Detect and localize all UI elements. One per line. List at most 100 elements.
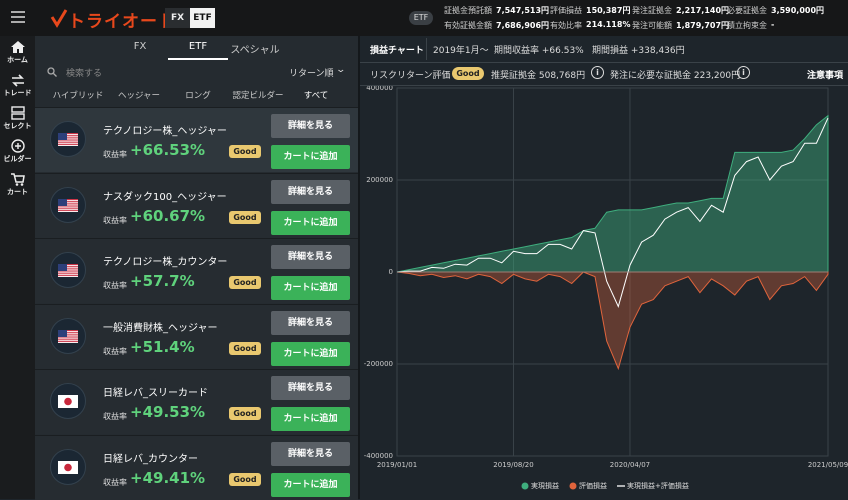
notes-link[interactable]: 注意事項 [807,71,844,81]
x-tick-label: 2019/01/01 [377,461,417,469]
add-to-cart-button[interactable]: カートに追加 [271,210,350,235]
details-button[interactable]: 詳細を見る [271,310,350,335]
rating-badge: Good [229,472,261,486]
strategy-name: テクノロジー株_ヘッジャー [103,126,227,137]
add-to-cart-button[interactable]: カートに追加 [271,407,350,431]
filter-tab[interactable]: すべて [286,89,346,108]
area-fill [396,271,829,371]
filter-tab[interactable]: ロング [185,91,211,101]
strategy-card[interactable]: 日経レバ_スリーカード 収益率 +49.53% Good 詳細を見る カートに追加 [35,369,358,434]
nav-icon[interactable] [10,73,26,87]
stat-value: 7,547,513円 [496,6,550,15]
divider [426,38,427,60]
area-fill [396,114,829,273]
stat-label: 積立拘束金 [727,21,767,30]
strategy-panel: FX ETF スペシャル検索する リターン順 ⌄ ハイブリッド ヘッジャー ロング 認定ビルダー… [35,36,358,500]
return-value: +60.67% [130,206,206,225]
stat-label: 証拠金預託額 [444,6,492,15]
legend-label: 評価損益 [579,481,607,490]
stat-value: 2,217,140円 [676,6,730,15]
nav-label[interactable]: セレクト [3,122,32,130]
panel-tab[interactable]: ETF [168,41,228,60]
rating-badge: Good [229,407,261,420]
strategy-name: ナスダック100_ヘッジャー [103,191,227,203]
strategy-card[interactable]: 一般消費財株_ヘッジャー 収益率 +51.4% Good 詳細を見る カートに追加 [35,303,358,369]
add-to-cart-button[interactable]: カートに追加 [271,341,350,366]
strategy-name: 日経レバ_スリーカード [103,388,208,399]
flag-icon [50,448,86,485]
panel-tab[interactable]: スペシャル [230,45,280,56]
return-label: 収益率 [103,281,127,290]
menu-icon[interactable] [10,10,26,24]
legend-swatch [569,482,577,490]
risk-label: リスクリターン評価 [370,71,451,81]
details-button[interactable]: 詳細を見る [271,441,350,466]
stat-value: 150,387円 [586,6,631,15]
details-button[interactable]: 詳細を見る [271,179,350,204]
y-tick-label: 0 [389,268,393,276]
info-icon[interactable]: i [737,66,750,79]
nav-icon[interactable] [10,40,26,54]
details-button[interactable]: 詳細を見る [271,376,350,400]
return-label: 収益率 [103,150,127,159]
period-select[interactable]: 2019年1月～ [433,46,489,56]
strategy-card[interactable]: テクノロジー株_ヘッジャー 収益率 +66.53% Good 詳細を見る カートに追加 [35,107,358,172]
sort-caret: ⌄ [335,65,347,75]
account-badge: ETF [409,11,433,25]
strategy-name: 一般消費財株_ヘッジャー [103,322,218,334]
return-label: 収益率 [103,215,127,225]
stat-value: 7,686,906円 [496,21,550,30]
mode-toggle[interactable]: FX [165,8,190,28]
filter-tab[interactable]: ハイブリッド [52,91,104,101]
row-divider [360,62,848,63]
details-button[interactable]: 詳細を見る [271,114,350,138]
flag-icon [50,186,86,223]
nav-label[interactable]: カート [7,188,28,196]
mode-toggle[interactable]: ETF [190,8,215,28]
stat-label: 発注可能額 [632,21,672,30]
strategy-card[interactable]: ナスダック100_ヘッジャー 収益率 +60.67% Good 詳細を見る カートに追加 [35,172,358,238]
y-tick-label: 200000 [366,176,393,184]
search-input[interactable]: 検索する [66,69,103,79]
nav-icon[interactable] [10,172,26,186]
panel-tab[interactable]: FX [133,41,147,52]
strategy-card[interactable]: テクノロジー株_カウンター 収益率 +57.7% Good 詳細を見る カートに追加 [35,238,358,303]
flag-icon [50,252,86,288]
nav-label[interactable]: トレード [3,89,32,97]
logo-mark [50,9,68,28]
filter-tab[interactable]: ヘッジャー [117,91,161,101]
flag-icon [50,121,86,157]
nav-icon[interactable] [10,106,26,120]
y-tick-label: 400000 [366,86,393,92]
stat-label: 有効証拠金額 [444,21,492,30]
return-value: +57.7% [130,272,195,290]
strategy-name: テクノロジー株_カウンター [103,257,228,268]
stat-label: 発注証拠金 [632,6,672,15]
x-tick-label: 2021/05/09 [808,461,848,469]
add-to-cart-button[interactable]: カートに追加 [271,145,350,169]
legend-swatch [521,482,529,490]
sort-select[interactable]: リターン順 [289,69,334,79]
return-value: +51.4% [130,337,195,356]
return-value: +66.53% [130,141,206,159]
flag-icon [50,383,86,419]
return-value: +49.53% [130,403,206,421]
details-button[interactable]: 詳細を見る [271,245,350,269]
nav-icon[interactable] [10,139,26,153]
stat-value: 3,590,000円 [771,6,825,15]
info-icon[interactable]: i [591,66,604,79]
nav-label[interactable]: ビルダー [3,155,32,163]
strategy-card[interactable]: 日経レバ_カウンター 収益率 +49.41% Good 詳細を見る カートに追加 [35,434,358,500]
sidebar: ホームトレードセレクトビルダーカート [0,11,35,499]
add-to-cart-button[interactable]: カートに追加 [271,472,350,497]
add-to-cart-button[interactable]: カートに追加 [271,276,350,300]
strategy-name: 日経レバ_カウンター [103,453,198,465]
stat-label: 有効比率 [550,21,582,30]
filter-tab[interactable]: 認定ビルダー [232,91,284,101]
total-line [396,117,829,308]
risk-badge: Good [452,67,484,80]
nav-label[interactable]: ホーム [7,56,28,64]
stat-label: 必要証拠金 [727,6,767,15]
recommended-margin: 推奨証拠金 508,768円 [491,71,586,81]
x-tick-label: 2020/04/07 [610,461,650,469]
